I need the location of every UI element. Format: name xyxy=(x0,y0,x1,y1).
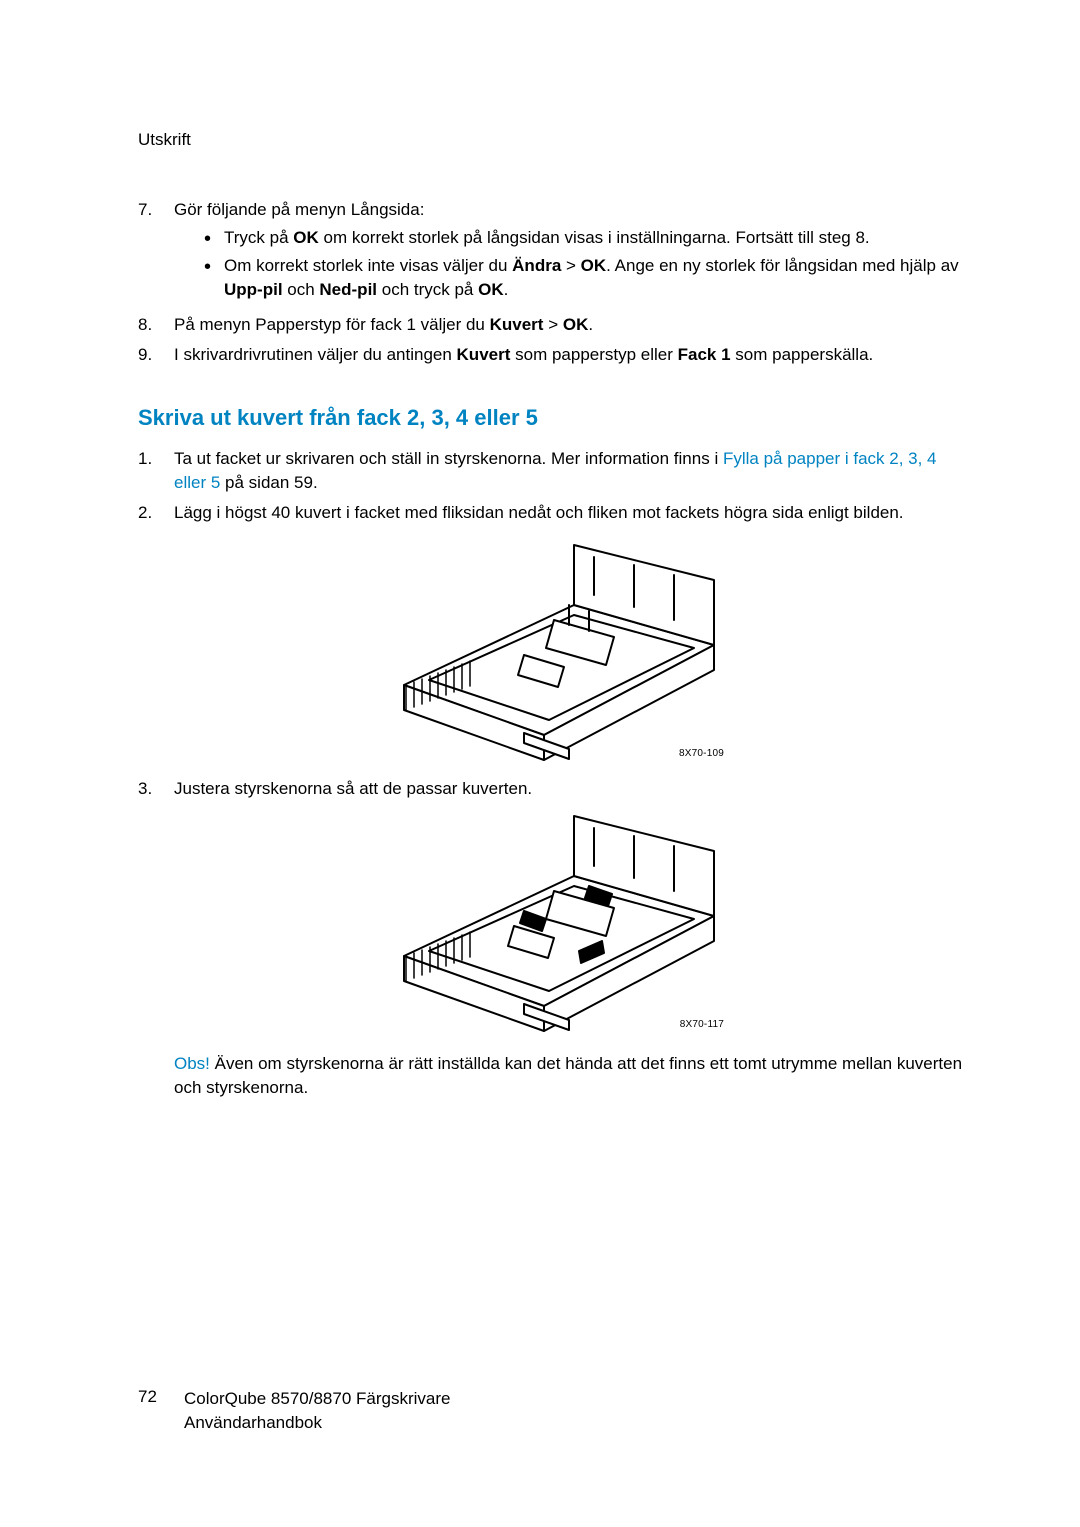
step-text: Gör följande på menyn Långsida: xyxy=(174,200,424,219)
footer-text: ColorQube 8570/8870 Färgskrivare Använda… xyxy=(184,1387,450,1435)
section-heading: Skriva ut kuvert från fack 2, 3, 4 eller… xyxy=(138,405,970,431)
figure-1: 8X70-109 xyxy=(138,535,970,765)
document-page: Utskrift 7. Gör följande på menyn Långsi… xyxy=(0,0,1080,1527)
step-7: 7. Gör följande på menyn Långsida: Tryck… xyxy=(138,198,970,307)
step-body: Ta ut facket ur skrivaren och ställ in s… xyxy=(174,447,970,495)
figure-2: 8X70-117 xyxy=(138,811,970,1036)
note-body: Obs! Även om styrskenorna är rätt instäl… xyxy=(174,1052,970,1100)
tray-adjust-illustration-icon xyxy=(374,811,734,1036)
step-number: 9. xyxy=(138,343,174,367)
step-body: I skrivardrivrutinen väljer du antingen … xyxy=(174,343,970,367)
step-9: 9. I skrivardrivrutinen väljer du anting… xyxy=(138,343,970,367)
page-header: Utskrift xyxy=(138,130,970,150)
step-number: 7. xyxy=(138,198,174,307)
figure-2-box: 8X70-117 xyxy=(374,811,734,1036)
step-number: 1. xyxy=(138,447,174,495)
figure-caption: 8X70-117 xyxy=(680,1019,724,1030)
step-body: Gör följande på menyn Långsida: Tryck på… xyxy=(174,198,970,307)
footer-line-1: ColorQube 8570/8870 Färgskrivare xyxy=(184,1387,450,1411)
note-list: Obs! Även om styrskenorna är rätt instäl… xyxy=(138,1048,970,1100)
step-number: 2. xyxy=(138,501,174,525)
footer-line-2: Användarhandbok xyxy=(184,1411,450,1435)
instruction-list-continued: 7. Gör följande på menyn Långsida: Tryck… xyxy=(138,198,970,367)
bullet-item: Tryck på OK om korrekt storlek på långsi… xyxy=(196,226,970,250)
step-8: 8. På menyn Papperstyp för fack 1 väljer… xyxy=(138,313,970,337)
step-2: 2. Lägg i högst 40 kuvert i facket med f… xyxy=(138,501,970,525)
step-7-bullets: Tryck på OK om korrekt storlek på långsi… xyxy=(196,226,970,302)
note-text: Även om styrskenorna är rätt inställda k… xyxy=(174,1054,962,1097)
step-1: 1. Ta ut facket ur skrivaren och ställ i… xyxy=(138,447,970,495)
tray-illustration-icon xyxy=(374,535,734,765)
note-spacer xyxy=(138,1048,174,1100)
step-number: 3. xyxy=(138,777,174,801)
figure-1-box: 8X70-109 xyxy=(374,535,734,765)
instruction-list-new: 1. Ta ut facket ur skrivaren och ställ i… xyxy=(138,447,970,525)
figure-caption: 8X70-109 xyxy=(679,748,724,759)
note-label: Obs! xyxy=(174,1054,210,1073)
step-body: Justera styrskenorna så att de passar ku… xyxy=(174,777,970,801)
step-body: På menyn Papperstyp för fack 1 väljer du… xyxy=(174,313,970,337)
step-number: 8. xyxy=(138,313,174,337)
note-row: Obs! Även om styrskenorna är rätt instäl… xyxy=(138,1048,970,1100)
bullet-item: Om korrekt storlek inte visas väljer du … xyxy=(196,254,970,302)
step-3: 3. Justera styrskenorna så att de passar… xyxy=(138,777,970,801)
step-body: Lägg i högst 40 kuvert i facket med flik… xyxy=(174,501,970,525)
page-footer: 72 ColorQube 8570/8870 Färgskrivare Anvä… xyxy=(138,1387,450,1435)
instruction-list-after-fig1: 3. Justera styrskenorna så att de passar… xyxy=(138,777,970,801)
page-number: 72 xyxy=(138,1387,184,1407)
